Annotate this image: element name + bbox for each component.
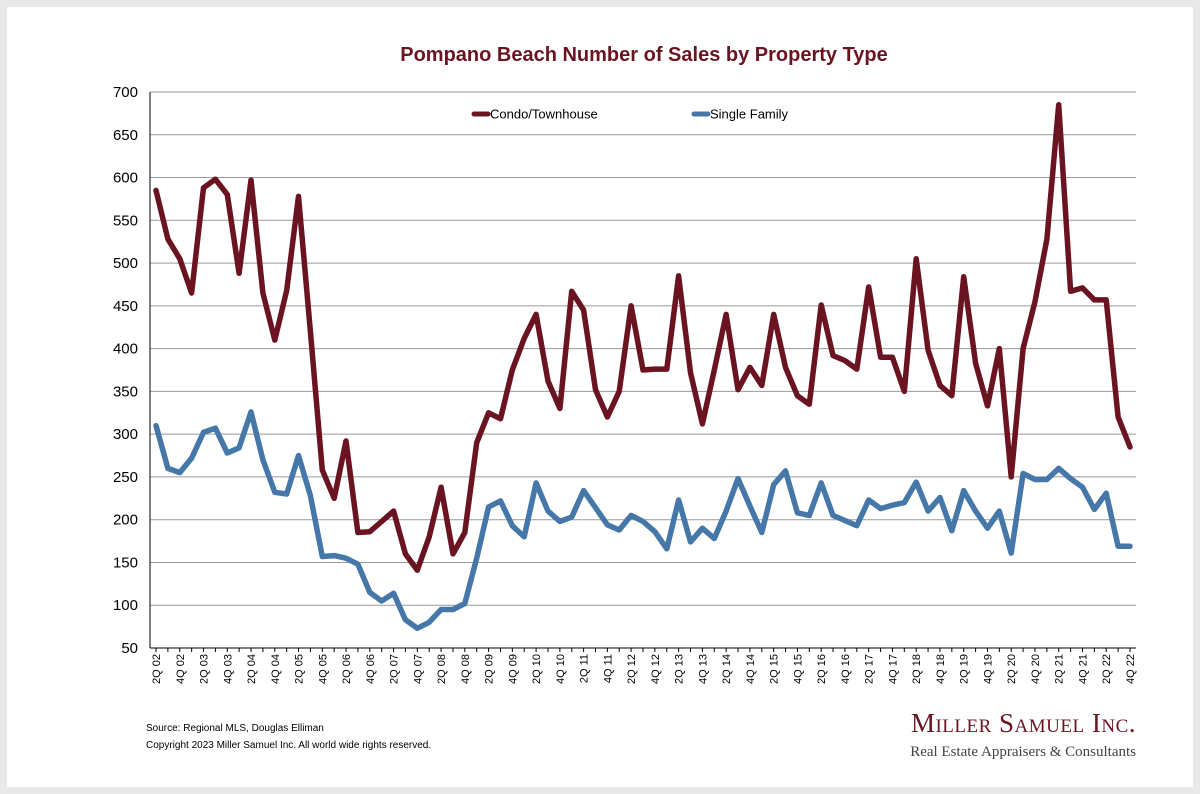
y-tick-label: 100: [113, 597, 138, 614]
x-tick-label: 2Q 08: [436, 654, 448, 684]
x-tick-label: 4Q 22: [1125, 654, 1137, 684]
x-tick-label: 4Q 10: [555, 654, 567, 684]
legend-label: Condo/Townhouse: [490, 107, 598, 122]
x-tick-label: 4Q 06: [365, 654, 377, 684]
y-tick-label: 50: [121, 640, 138, 657]
y-tick-label: 500: [113, 255, 138, 272]
x-tick-label: 2Q 20: [1006, 654, 1018, 684]
x-tick-label: 4Q 08: [460, 654, 472, 684]
x-tick-label: 2Q 10: [531, 654, 543, 684]
y-tick-label: 550: [113, 212, 138, 229]
x-tick-label: 4Q 20: [1030, 654, 1042, 684]
y-tick-label: 650: [113, 127, 138, 144]
x-tick-label: 2Q 17: [864, 654, 876, 684]
x-tick-label: 4Q 09: [507, 654, 519, 684]
x-tick-label: 4Q 04: [270, 654, 282, 684]
x-tick-label: 4Q 15: [792, 654, 804, 684]
y-tick-label: 450: [113, 298, 138, 315]
x-tick-label: 4Q 21: [1077, 654, 1089, 684]
x-tick-label: 4Q 12: [650, 654, 662, 684]
legend-label: Single Family: [710, 107, 789, 122]
x-tick-label: 2Q 09: [484, 654, 496, 684]
x-tick-label: 4Q 02: [175, 654, 187, 684]
y-tick-label: 300: [113, 426, 138, 443]
x-tick-label: 2Q 16: [816, 654, 828, 684]
x-tick-label: 2Q 21: [1054, 654, 1066, 684]
x-tick-label: 4Q 03: [222, 654, 234, 684]
chart-title: Pompano Beach Number of Sales by Propert…: [400, 44, 888, 66]
series-line-single-family: [153, 409, 1133, 632]
x-tick-label: 2Q 22: [1101, 654, 1113, 684]
x-tick-label: 2Q 05: [294, 654, 306, 684]
x-tick-label: 4Q 18: [935, 654, 947, 684]
x-tick-label: 2Q 03: [199, 654, 211, 684]
x-tick-label: 2Q 15: [769, 654, 781, 684]
legend: Condo/Townhouse Single Family: [471, 107, 789, 122]
source-note: Source: Regional MLS, Douglas Elliman: [146, 723, 324, 734]
x-tick-label: 2Q 04: [246, 654, 258, 684]
brand-logo-name: Miller Samuel Inc.: [910, 708, 1136, 738]
x-tick-label: 2Q 18: [911, 654, 923, 684]
x-axis-ticks: 2Q 02 4Q 02 2Q 03 4Q 03 2Q 04 4Q 04 2Q 05 4Q 05…: [151, 648, 1137, 684]
x-tick-label: 4Q 17: [887, 654, 899, 684]
y-tick-label: 600: [113, 170, 138, 187]
series-lines: [153, 102, 1133, 632]
y-tick-label: 400: [113, 341, 138, 358]
x-tick-label: 2Q 13: [674, 654, 686, 684]
x-tick-label: 4Q 19: [982, 654, 994, 684]
x-tick-label: 2Q 12: [626, 654, 638, 684]
x-tick-label: 4Q 13: [697, 654, 709, 684]
y-tick-label: 350: [113, 383, 138, 400]
x-tick-label: 2Q 14: [721, 654, 733, 684]
y-tick-label: 150: [113, 554, 138, 571]
x-tick-label: 4Q 16: [840, 654, 852, 684]
x-tick-label: 2Q 19: [959, 654, 971, 684]
x-tick-label: 4Q 11: [602, 654, 614, 683]
x-tick-label: 2Q 02: [151, 654, 163, 684]
y-axis-ticks: 50 100 150 200 250 300 350 400 450 500 550 600 650 70…: [113, 84, 138, 657]
series-line-condo-townhouse: [153, 102, 1133, 573]
x-tick-label: 4Q 14: [745, 654, 757, 684]
x-tick-label: 4Q 07: [412, 654, 424, 684]
y-tick-label: 200: [113, 512, 138, 529]
y-tick-label: 250: [113, 469, 138, 486]
x-tick-label: 2Q 06: [341, 654, 353, 684]
x-tick-label: 4Q 05: [317, 654, 329, 684]
copyright-note: Copyright 2023 Miller Samuel Inc. All wo…: [146, 740, 432, 751]
x-tick-label: 2Q 11: [579, 654, 591, 683]
gridlines: [150, 91, 1136, 606]
brand-tagline: Real Estate Appraisers & Consultants: [910, 744, 1136, 760]
x-tick-label: 2Q 07: [389, 654, 401, 684]
y-tick-label: 700: [113, 84, 138, 101]
